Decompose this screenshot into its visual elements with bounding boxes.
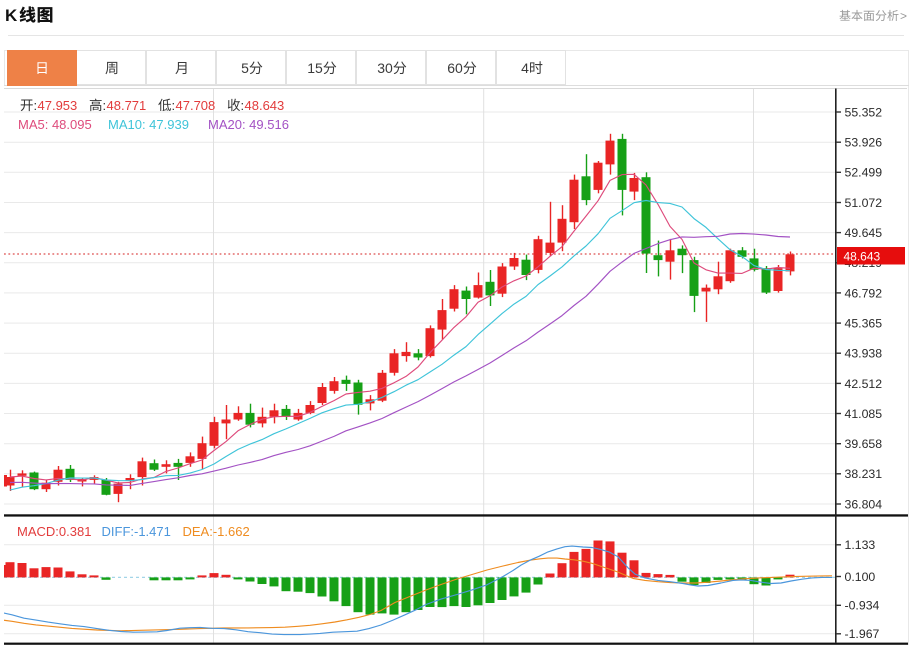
svg-text:48.771: 48.771 [107, 98, 147, 113]
svg-text:52.499: 52.499 [845, 166, 883, 180]
svg-text:48.643: 48.643 [245, 98, 285, 113]
svg-text::: : [241, 98, 245, 113]
svg-text:MA20: 49.516: MA20: 49.516 [208, 117, 289, 132]
svg-text:6: 6 [447, 60, 455, 76]
svg-text:53.926: 53.926 [845, 136, 883, 150]
svg-text:1.133: 1.133 [845, 538, 876, 552]
svg-text:42.512: 42.512 [845, 377, 883, 391]
svg-text:47.953: 47.953 [38, 98, 78, 113]
svg-text:0: 0 [385, 60, 393, 76]
svg-text:5: 5 [315, 60, 323, 76]
svg-text:-1.967: -1.967 [845, 627, 880, 641]
svg-text:3: 3 [377, 60, 385, 76]
svg-text:K: K [5, 6, 18, 25]
svg-text:39.658: 39.658 [845, 437, 883, 451]
svg-text:38.231: 38.231 [845, 467, 883, 481]
svg-text:0.100: 0.100 [845, 570, 876, 584]
svg-text:55.352: 55.352 [845, 105, 883, 119]
svg-text:5: 5 [241, 60, 249, 76]
svg-text:36.804: 36.804 [845, 497, 883, 511]
svg-text:51.072: 51.072 [845, 196, 883, 210]
svg-text:43.938: 43.938 [845, 347, 883, 361]
svg-text:0: 0 [455, 60, 463, 76]
svg-text:41.085: 41.085 [845, 407, 883, 421]
svg-text:DEA:-1.662: DEA:-1.662 [183, 524, 250, 539]
svg-text:48.643: 48.643 [844, 249, 881, 263]
svg-text:DIFF:-1.471: DIFF:-1.471 [102, 524, 171, 539]
svg-text:-0.934: -0.934 [845, 599, 880, 613]
svg-text::: : [34, 98, 38, 113]
svg-text:49.645: 49.645 [845, 226, 883, 240]
svg-text:MACD:0.381: MACD:0.381 [17, 524, 91, 539]
svg-text:4: 4 [521, 60, 529, 76]
svg-text:MA5: 48.095: MA5: 48.095 [18, 117, 92, 132]
svg-text:46.792: 46.792 [845, 286, 883, 300]
svg-text::: : [103, 98, 107, 113]
svg-text:1: 1 [307, 60, 315, 76]
svg-text:MA10: 47.939: MA10: 47.939 [108, 117, 189, 132]
svg-text::: : [172, 98, 176, 113]
svg-text:>: > [900, 9, 907, 23]
svg-text:45.365: 45.365 [845, 317, 883, 331]
svg-text:47.708: 47.708 [176, 98, 216, 113]
